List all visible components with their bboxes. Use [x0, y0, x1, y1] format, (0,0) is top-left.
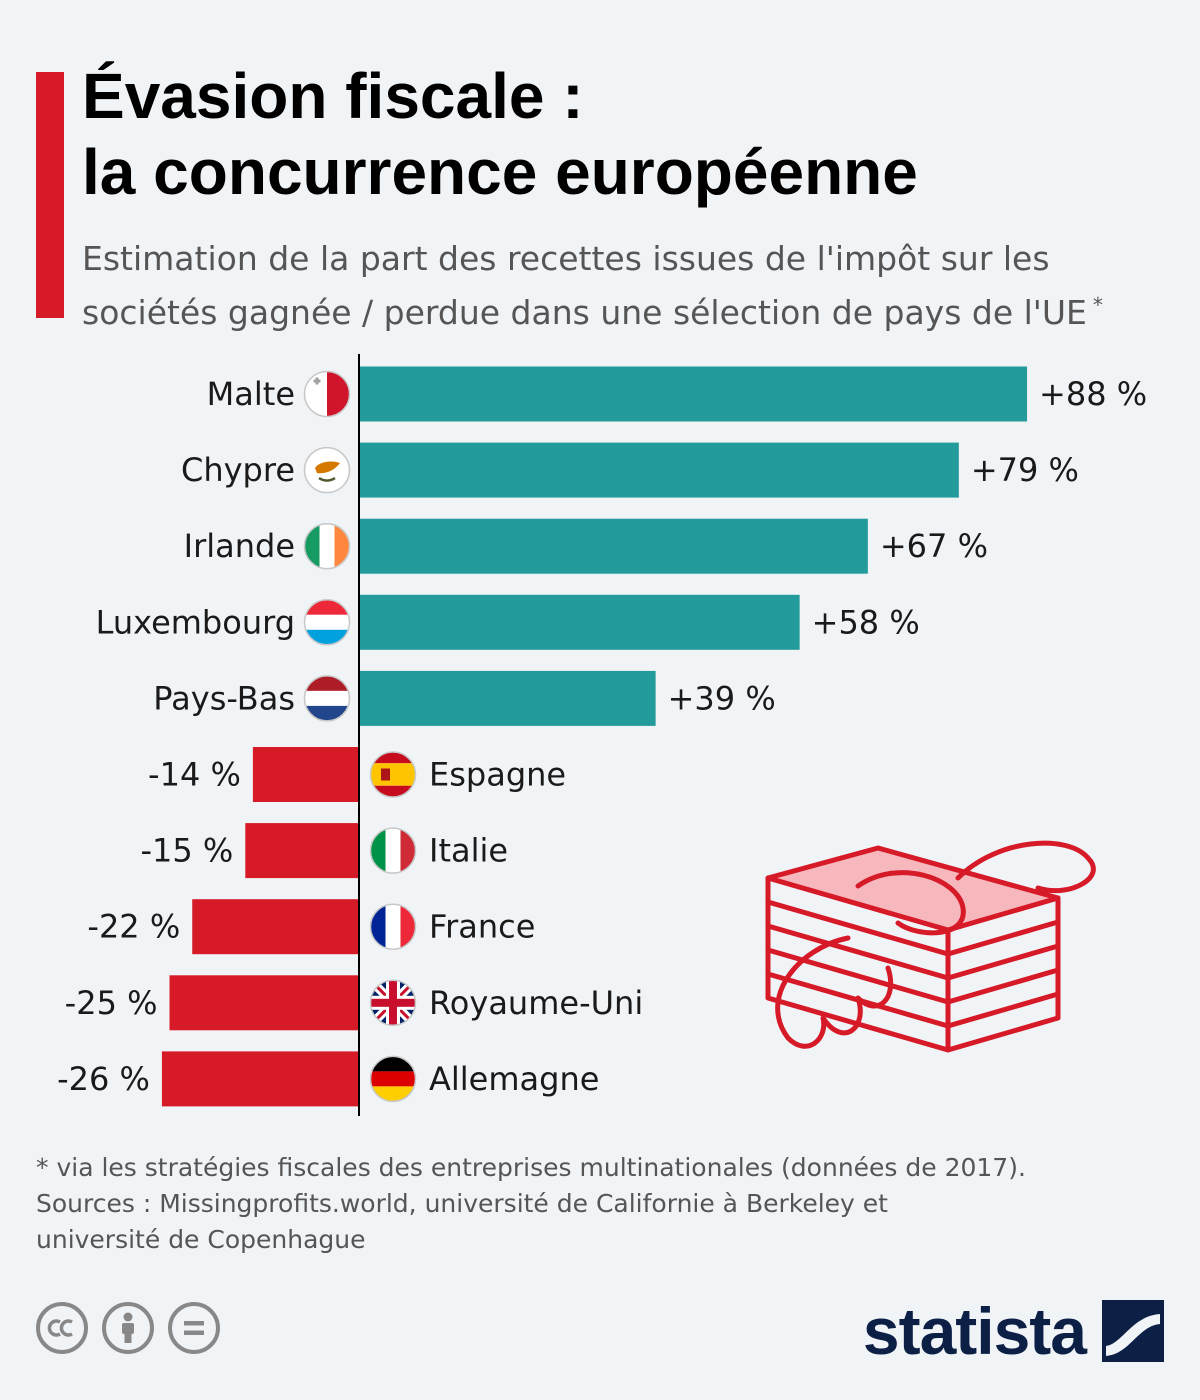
flag-ring: [369, 903, 417, 950]
flag-ring: [303, 599, 351, 646]
statista-logo: statista: [863, 1296, 1164, 1366]
value-label: -26 %: [57, 1060, 150, 1098]
bar-luxembourg: [360, 594, 800, 650]
value-label: -22 %: [87, 908, 180, 946]
italy-flag-icon: [369, 827, 417, 874]
sources-line-2: université de Copenhague: [36, 1225, 366, 1254]
no-derivatives-icon[interactable]: [168, 1302, 220, 1354]
bar-malte: [360, 366, 1028, 422]
germany-flag-icon: [369, 1055, 417, 1103]
bar-pays-bas: [360, 670, 656, 726]
spain-flag-icon: [369, 751, 417, 798]
category-label: Irlande: [184, 527, 295, 565]
flag-ring: [303, 522, 351, 570]
chart-title: Évasion fiscale : la concurrence europée…: [82, 58, 1172, 210]
bar-royaume-uni: [169, 975, 359, 1031]
value-label: +67 %: [880, 527, 988, 565]
category-label: France: [429, 908, 535, 946]
flag-ring: [369, 979, 417, 1027]
flag-ring: [369, 1055, 417, 1103]
value-label: +58 %: [812, 603, 920, 641]
flying-money-stack-icon: [765, 840, 1096, 1053]
luxembourg-flag-icon: [303, 599, 351, 646]
value-label: -25 %: [65, 984, 158, 1022]
value-label: +88 %: [1039, 375, 1147, 413]
subtitle-line-1: Estimation de la part des recettes issue…: [82, 239, 1050, 278]
chart-footnotes: * via les stratégies fiscales des entrep…: [36, 1150, 1166, 1258]
title-accent-bar: [36, 72, 64, 318]
category-label: Malte: [207, 375, 295, 413]
flag-ring: [303, 370, 351, 418]
bar-chart: +88 % Malte +79 % Chypre +67 % Irlande +58 % Lu…: [57, 354, 1147, 1116]
category-label: Italie: [429, 832, 508, 870]
cyprus-flag-icon: [303, 446, 351, 494]
bar-chypre: [360, 442, 959, 498]
category-label: Espagne: [429, 756, 566, 794]
statista-mark-icon: [1102, 1300, 1164, 1362]
bar-allemagne: [161, 1051, 359, 1107]
license-icons: [36, 1302, 220, 1354]
bar-france: [192, 899, 359, 955]
category-label: Allemagne: [429, 1060, 599, 1098]
attribution-icon[interactable]: [102, 1302, 154, 1354]
chart-subtitle: Estimation de la part des recettes issue…: [82, 235, 1182, 336]
category-label: Pays-Bas: [153, 679, 295, 717]
bar-italie: [245, 823, 359, 879]
subtitle-footnote-marker: *: [1092, 293, 1103, 317]
flag-ring: [369, 751, 417, 798]
footnote-text: * via les stratégies fiscales des entrep…: [36, 1153, 1026, 1182]
flag-ring: [303, 675, 351, 722]
bar-irlande: [360, 518, 868, 574]
category-label: Luxembourg: [96, 603, 295, 641]
uk-flag-icon: [369, 979, 417, 1027]
title-line-2: la concurrence européenne: [82, 136, 918, 208]
flag-ring: [303, 446, 351, 494]
category-label: Royaume-Uni: [429, 984, 643, 1022]
malta-flag-icon: [303, 370, 351, 418]
brand-name: statista: [862, 1294, 1087, 1368]
subtitle-line-2: sociétés gagnée / perdue dans une sélect…: [82, 293, 1087, 332]
sources-line-1: Sources : Missingprofits.world, universi…: [36, 1189, 888, 1218]
value-label: -14 %: [148, 756, 241, 794]
value-label: +79 %: [971, 451, 1079, 489]
title-line-1: Évasion fiscale :: [82, 60, 584, 132]
ireland-flag-icon: [303, 522, 351, 570]
bar-espagne: [252, 747, 359, 802]
value-label: -15 %: [140, 832, 233, 870]
creative-commons-icon[interactable]: [36, 1302, 88, 1354]
value-label: +39 %: [668, 679, 776, 717]
category-label: Chypre: [181, 451, 295, 489]
flag-ring: [369, 827, 417, 874]
netherlands-flag-icon: [303, 675, 351, 722]
france-flag-icon: [369, 903, 417, 950]
